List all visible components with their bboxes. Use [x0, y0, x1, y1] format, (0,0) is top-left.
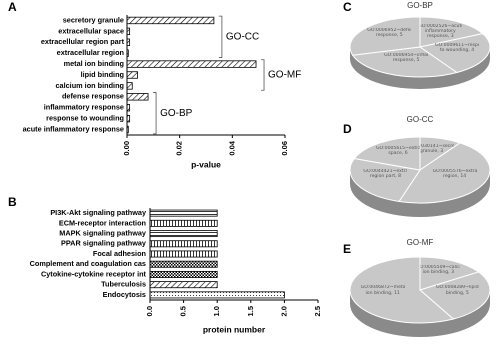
x-tick-label: 0.02: [175, 141, 184, 156]
x-tick-label: 1.0: [212, 306, 221, 316]
category-label: Tuberculosis: [101, 280, 146, 289]
pie-slice: [349, 256, 455, 324]
slice-label-box: GO:0009611~response to wounding, 4: [435, 42, 479, 53]
group-bracket: [261, 59, 265, 91]
slice-label: GO:0006952~defense response, 5: [367, 28, 411, 39]
slice-label-box: GO:0002526~acute inflammatory response, …: [418, 23, 463, 40]
group-label: GO-BP: [160, 108, 193, 119]
panel-letter: A: [8, 0, 17, 14]
bar: [149, 240, 218, 248]
bar: [126, 60, 257, 68]
category-label: Focal adhesion: [93, 249, 146, 258]
x-tick-label: 0.06: [280, 141, 289, 156]
category-label: extracellular region: [57, 48, 124, 57]
x-axis-label: p-value: [191, 159, 221, 169]
pie-slice: [351, 46, 459, 78]
category-label: inflammatory response: [44, 103, 124, 112]
bar: [149, 260, 218, 268]
group-label: GO-MF: [268, 70, 301, 81]
category-label: PI3K-Akt signaling pathway: [50, 208, 147, 217]
slice-label: GO:0002526~acute inflammatory response, …: [418, 23, 463, 40]
category-label: ECM-receptor interaction: [59, 218, 146, 227]
slice-label-box: GO:0005615~extracellular space, 6: [376, 146, 420, 157]
slice-label-box: GO:0005576~extracellular region, 14: [432, 168, 477, 180]
category-label: acute inflammatory response: [23, 124, 124, 133]
bar: [149, 270, 218, 278]
panel-letter: D: [343, 122, 352, 136]
pie-slice: [418, 271, 491, 320]
slice-label: GO:0030141~secretory granule, 3: [409, 143, 454, 154]
pie-title: GO-MF: [407, 238, 434, 247]
x-axis-label: protein number: [203, 324, 266, 334]
category-label: extracellular space: [58, 26, 124, 35]
bar: [149, 209, 218, 217]
category-label: Cytokine-cytokine receptor int: [41, 269, 147, 278]
slice-label-box: GO:0005509~calcium ion binding, 3: [416, 265, 460, 276]
pie-slice: [349, 157, 421, 203]
panel-letter: B: [8, 195, 17, 209]
category-label: PPAR signaling pathway: [61, 239, 147, 248]
slice-label: GO:0005509~calcium ion binding, 3: [416, 265, 460, 276]
slice-label: GO:0005615~extracellular space, 6: [376, 146, 420, 157]
x-tick-label: 0.0: [145, 306, 154, 316]
bar: [149, 250, 218, 258]
pie-slice: [418, 33, 491, 74]
slice-label-box: GO:0008289~lipid binding, 5: [436, 285, 479, 296]
pie-slice: [353, 136, 421, 171]
slice-label: GO:0044421~extracellular region part, 8: [363, 168, 407, 180]
slice-label: GO:0046872~metal ion binding, 11: [360, 285, 405, 296]
bar: [149, 219, 218, 227]
slice-label: GO:0009611~response to wounding, 4: [435, 42, 479, 53]
category-label: response to wounding: [46, 114, 124, 123]
pie-title: GO-BP: [407, 1, 433, 10]
category-label: lipid binding: [81, 70, 124, 79]
slice-label-box: GO:0006954~inflammatory response, 5: [384, 53, 428, 64]
pie-slice: [398, 142, 491, 204]
slice-label-box: GO:0044421~extracellular region part, 8: [363, 168, 407, 180]
bar: [126, 16, 215, 25]
bar: [126, 82, 133, 90]
x-tick-label: 0.5: [179, 306, 188, 316]
x-tick-label: 1.5: [246, 306, 255, 316]
slice-label-box: GO:0046872~metal ion binding, 11: [360, 285, 405, 296]
slice-label-box: GO:0006952~defense response, 5: [367, 28, 411, 39]
category-label: Endocytosis: [103, 290, 146, 299]
group-label: GO-CC: [226, 31, 259, 42]
category-label: secretory granule: [63, 15, 124, 24]
category-label: metal ion binding: [64, 59, 124, 68]
pie-slice: [349, 16, 421, 56]
category-label: defense response: [62, 92, 124, 101]
group-bracket: [153, 92, 157, 135]
slice-label-box: GO:0030141~secretory granule, 3: [409, 143, 454, 154]
bar: [126, 71, 138, 79]
category-label: extracellular region part: [41, 37, 125, 46]
bar: [149, 281, 218, 289]
category-label: MAPK signaling pathway: [59, 228, 147, 237]
bar: [126, 93, 149, 101]
bar: [149, 291, 285, 299]
slice-label: GO:0006954~inflammatory response, 5: [384, 53, 428, 64]
x-tick-label: 2.0: [279, 306, 288, 316]
slice-label: GO:0005576~extracellular region, 14: [432, 168, 477, 180]
x-tick-label: 0.04: [227, 140, 236, 155]
group-bracket: [218, 15, 223, 58]
pie-slice: [419, 256, 480, 291]
x-tick-label: 0.00: [122, 141, 131, 156]
panel-letter: C: [343, 0, 352, 14]
bar: [149, 230, 218, 238]
slice-label: GO:0008289~lipid binding, 5: [436, 285, 479, 296]
pie-title: GO-CC: [407, 115, 434, 124]
category-label: Complement and coagulation cas: [30, 259, 146, 268]
pie-slice: [419, 16, 484, 48]
panel-letter: E: [343, 242, 351, 256]
category-label: calcium ion binding: [55, 81, 124, 90]
x-tick-label: 2.5: [313, 306, 322, 316]
